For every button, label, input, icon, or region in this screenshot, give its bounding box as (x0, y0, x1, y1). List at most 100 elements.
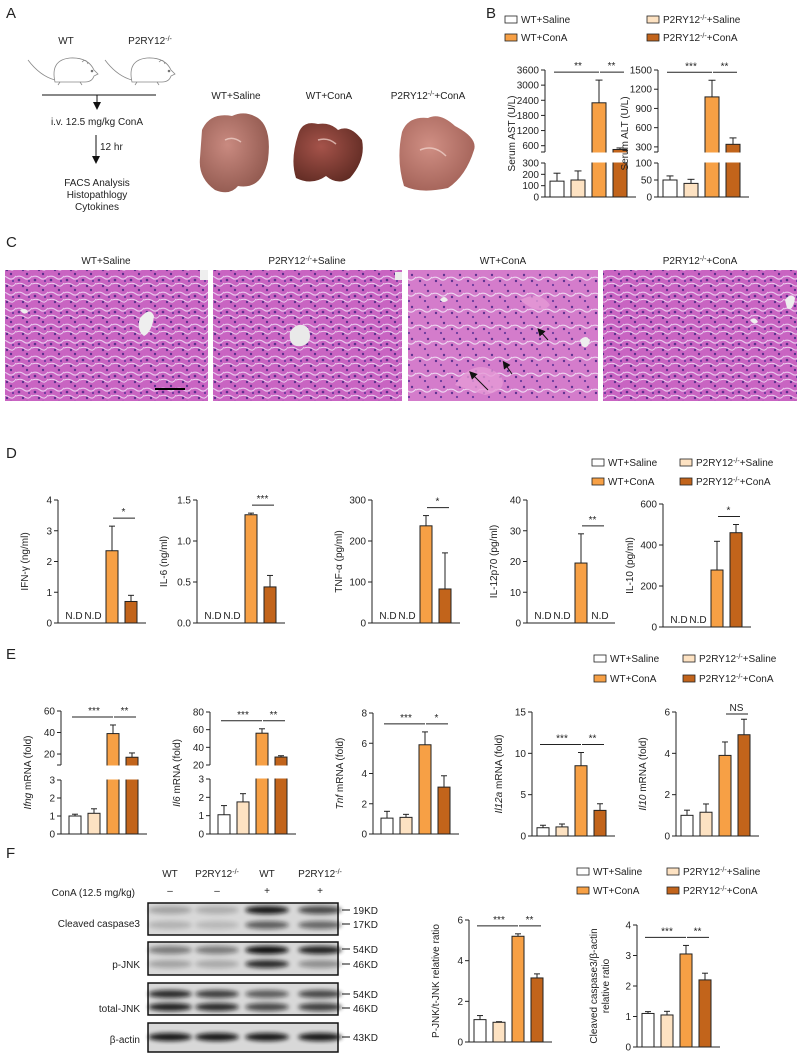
blot-band (298, 921, 342, 929)
panel-label-d: D (6, 445, 17, 462)
readout-2: Histopathlogy (67, 190, 128, 201)
bar-wt-saline (641, 1012, 655, 1048)
legend-label: P2RY12-/-+ConA (663, 33, 738, 45)
y-tick-label: 10 (515, 749, 527, 760)
molecular-weight-marker: 43KD (353, 1033, 378, 1044)
legend-swatch (679, 477, 693, 486)
bar-wt-cona (511, 935, 525, 1043)
mouse-icon (27, 57, 99, 86)
bar-p2ry12-cona (438, 588, 452, 624)
blot-row-p-jnk: p-JNK 54KD 46KD (112, 941, 378, 976)
y-tick-label: 4 (361, 769, 367, 780)
histology-title-4: P2RY12-/-+ConA (663, 256, 738, 268)
significance-label: * (436, 497, 440, 508)
blot-band (195, 990, 239, 998)
bar-break-gap (255, 765, 269, 779)
panel-a-schematic: WT P2RY12-/- i.v. 12.5 mg/kg ConA 12 hr … (27, 36, 176, 213)
significance-label: ** (589, 515, 597, 526)
significance-label: ** (270, 710, 278, 721)
y-axis-label: Il12a mRNA (fold) (494, 735, 505, 814)
bar-wt-saline (536, 827, 550, 837)
panel-label-b: B (486, 5, 496, 22)
y-tick-label: 0.0 (177, 619, 191, 630)
legend-label: WT+ConA (610, 674, 657, 685)
y-tick-label: 3 (49, 776, 55, 787)
bar-p2ry12-saline (699, 811, 713, 837)
blot-row-label: Cleaved caspase3 (58, 919, 141, 930)
not-detected-label: N.D (591, 611, 608, 622)
bar-p2ry12-saline (555, 826, 569, 837)
legend-swatch (593, 674, 607, 683)
significance-label: NS (730, 703, 744, 714)
significance-label: *** (400, 713, 412, 724)
liver-label-2: WT+ConA (306, 91, 353, 102)
blot-row--actin: β-actin 43KD (110, 1022, 378, 1053)
significance-label: *** (88, 706, 100, 717)
panel-label-a: A (6, 5, 16, 22)
y-tick-label: 900 (635, 104, 652, 115)
bar-wt-cona (419, 525, 433, 624)
bar-p2ry12-saline (683, 182, 699, 198)
y-tick-label: 4 (46, 496, 52, 507)
panel-c-histology: WT+Saline P2RY12-/-+Saline WT+ConA P2RY1… (5, 256, 797, 401)
bar-wt-saline (680, 814, 694, 837)
significance-label: ** (121, 706, 129, 717)
significance-label: *** (493, 915, 505, 926)
y-axis-label-line2: relative ratio (601, 958, 612, 1013)
y-tick-label: 8 (361, 709, 367, 720)
significance-label: ** (608, 61, 616, 72)
treatment-sign: – (167, 886, 173, 897)
y-tick-label: 2 (457, 997, 463, 1008)
y-tick-label: 0 (625, 1043, 631, 1054)
blot-row-label: total-JNK (99, 1004, 140, 1015)
injection-label: i.v. 12.5 mg/kg ConA (51, 117, 143, 128)
histology-image-3 (408, 270, 598, 401)
bar-p2ry12-cona (729, 532, 743, 628)
y-tick-label: 0 (46, 619, 52, 630)
not-detected-label: N.D (553, 611, 570, 622)
y-tick-label: 300 (349, 496, 366, 507)
y-tick-label: 100 (522, 181, 539, 192)
legend-label: WT+ConA (608, 477, 655, 488)
significance-label: * (122, 507, 126, 518)
molecular-weight-marker: 46KD (353, 1004, 378, 1015)
legend-label: WT+Saline (593, 867, 643, 878)
y-axis-label: Cleaved caspase3/β-actin (589, 928, 600, 1043)
y-tick-label: 0 (361, 830, 367, 841)
blot-band (298, 946, 342, 954)
y-tick-label: 200 (522, 170, 539, 181)
bar-break-gap (725, 152, 741, 163)
y-tick-label: 1.5 (177, 496, 191, 507)
bar-break-gap (106, 765, 120, 780)
treatment-sign: + (317, 886, 323, 897)
y-tick-label: 1.0 (177, 537, 191, 548)
bar-p2ry12-cona (737, 734, 751, 837)
bar-p2ry12-saline (87, 812, 101, 835)
bar-wt-cona (106, 733, 120, 835)
y-tick-label: 2 (198, 793, 204, 804)
y-tick-label: 0 (515, 619, 521, 630)
y-tick-label: 3600 (517, 66, 540, 77)
chart-tnf_protein: 0 100 200 300 TNF-α (pg/ml) N.D N.D * (334, 496, 460, 630)
y-tick-label: 1200 (630, 85, 653, 96)
liver-image-wt-cona (293, 123, 363, 182)
legend-swatch (504, 33, 518, 42)
blot-band (245, 946, 289, 954)
lane-label: WT (259, 869, 275, 880)
legends: WT+Saline WT+ConA P2RY12-/-+Saline P2RY12-/… (504, 15, 777, 897)
significance-label: ** (574, 61, 582, 72)
y-tick-label: 1200 (517, 126, 540, 137)
chart-il10_mrna: 0 2 4 6 Il10 mRNA (fold) NS (638, 703, 759, 843)
y-axis-label: IL-6 (ng/ml) (159, 536, 170, 587)
not-detected-label: N.D (670, 615, 687, 626)
blot-band (195, 1033, 239, 1041)
y-tick-label: 2400 (517, 96, 540, 107)
legend-label: WT+Saline (521, 15, 571, 26)
y-tick-label: 60 (44, 707, 56, 718)
histology-title-1: WT+Saline (81, 256, 131, 267)
bar-break-gap (591, 152, 607, 163)
not-detected-label: N.D (84, 611, 101, 622)
y-tick-label: 2 (625, 982, 631, 993)
